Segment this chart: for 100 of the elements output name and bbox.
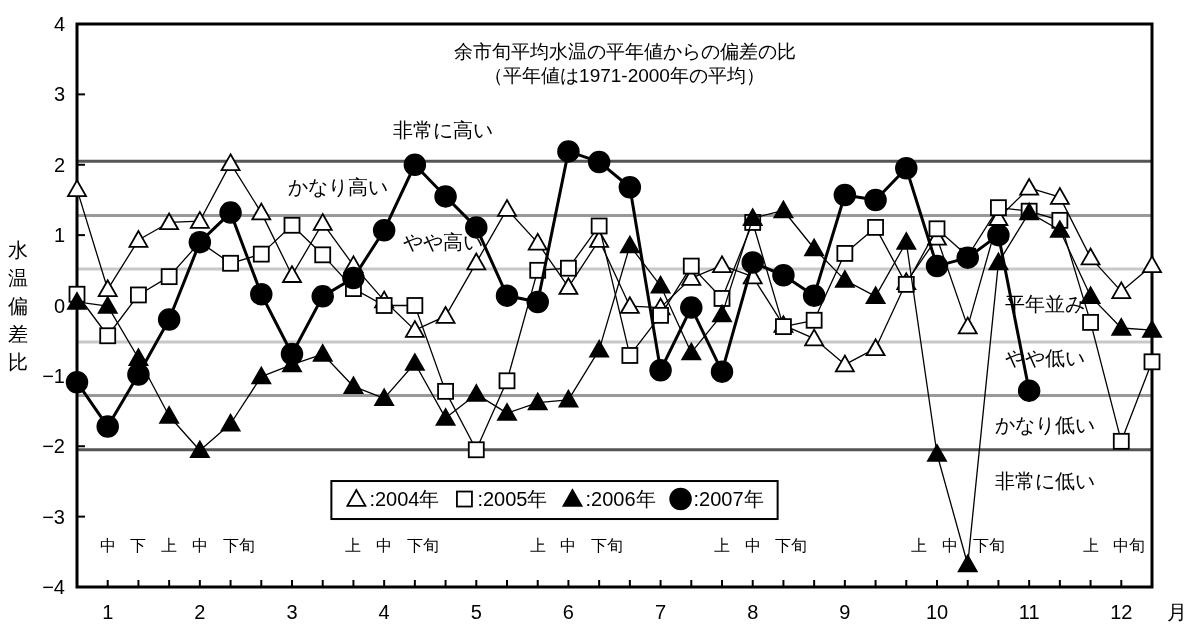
point — [159, 212, 180, 231]
point — [96, 415, 119, 438]
point — [406, 297, 424, 314]
point — [836, 245, 854, 262]
point — [1111, 281, 1132, 300]
point — [652, 306, 669, 324]
point — [498, 372, 516, 390]
point — [497, 199, 517, 217]
legend-label: :2006年 — [585, 488, 656, 511]
point — [712, 304, 732, 323]
point — [741, 251, 764, 274]
point — [1142, 320, 1162, 338]
point — [897, 275, 915, 293]
point — [67, 292, 87, 310]
x-tick-label: 4 — [378, 601, 390, 623]
point — [742, 208, 763, 226]
point — [403, 153, 427, 176]
point — [65, 370, 89, 394]
annotation: かなり高い — [288, 176, 389, 199]
point — [283, 216, 301, 234]
point — [649, 359, 672, 382]
point — [804, 238, 825, 257]
point — [1111, 318, 1132, 336]
y-tick-label: −4 — [42, 576, 65, 598]
point — [404, 353, 425, 371]
y-tick-label: −3 — [42, 505, 65, 528]
point — [372, 218, 396, 242]
point — [896, 232, 917, 250]
ylabel: 水温偏差比 — [8, 238, 28, 373]
annotation: 上 中 下旬 — [529, 537, 624, 554]
point — [1143, 353, 1161, 371]
point — [157, 308, 181, 331]
annotation: 上 中 下旬 — [161, 537, 255, 554]
legend-label: :2005年 — [477, 488, 548, 511]
point — [802, 284, 826, 307]
point — [311, 285, 334, 308]
point — [97, 279, 118, 297]
point — [99, 327, 117, 345]
annotation: 上 中旬 — [1082, 537, 1146, 554]
annotation: 非常に低い — [994, 470, 1095, 493]
annotation: かなり低い — [994, 414, 1095, 437]
point — [1082, 313, 1099, 331]
x-tick-label: 10 — [925, 601, 949, 623]
y-tick-label: −1 — [42, 364, 65, 387]
point — [314, 246, 332, 264]
point — [928, 220, 946, 238]
annotation: 非常に高い — [392, 118, 493, 141]
point — [159, 406, 180, 424]
legend-label: :2007年 — [693, 488, 764, 511]
x-tick-label: 2 — [194, 601, 206, 623]
point — [252, 245, 270, 263]
x-tick-label: 7 — [655, 601, 667, 623]
y-tick-label: −2 — [42, 435, 65, 458]
point — [618, 176, 642, 199]
point — [865, 338, 886, 357]
point — [435, 306, 456, 324]
point — [312, 213, 333, 231]
text: 余市旬平均水温の平年値からの偏差の比 — [453, 41, 796, 62]
point — [220, 413, 241, 432]
point — [772, 263, 795, 287]
point — [160, 268, 178, 286]
point — [220, 153, 241, 171]
point — [312, 344, 333, 362]
point — [895, 157, 918, 180]
point — [775, 318, 792, 336]
point — [342, 266, 365, 290]
point — [1112, 432, 1130, 450]
point — [467, 441, 485, 459]
point — [1019, 178, 1040, 196]
point — [495, 284, 519, 307]
point — [466, 384, 487, 402]
point — [833, 183, 857, 207]
y-tick-label: 0 — [53, 294, 65, 317]
point — [619, 235, 640, 254]
point — [435, 408, 456, 426]
point — [773, 200, 794, 219]
point — [925, 254, 949, 278]
point — [1142, 255, 1162, 274]
annotation: 中 下 — [99, 537, 147, 554]
point — [710, 360, 734, 383]
point — [558, 277, 579, 295]
point — [343, 376, 364, 395]
y-tick-label: 2 — [53, 153, 65, 176]
point — [282, 265, 302, 283]
point — [560, 259, 577, 277]
point — [867, 218, 884, 236]
point — [251, 202, 272, 221]
annotation: 上 中 下旬 — [714, 537, 808, 554]
x-tick-label: 3 — [286, 601, 298, 623]
x-tick-label: 8 — [747, 601, 759, 623]
point — [834, 354, 855, 373]
point — [865, 286, 886, 304]
annotation: 上 中 下旬 — [345, 537, 439, 554]
point — [590, 217, 608, 235]
point — [956, 246, 979, 269]
point — [222, 254, 239, 272]
point — [97, 296, 118, 314]
point — [681, 342, 702, 361]
point — [957, 554, 978, 573]
point — [527, 392, 548, 411]
